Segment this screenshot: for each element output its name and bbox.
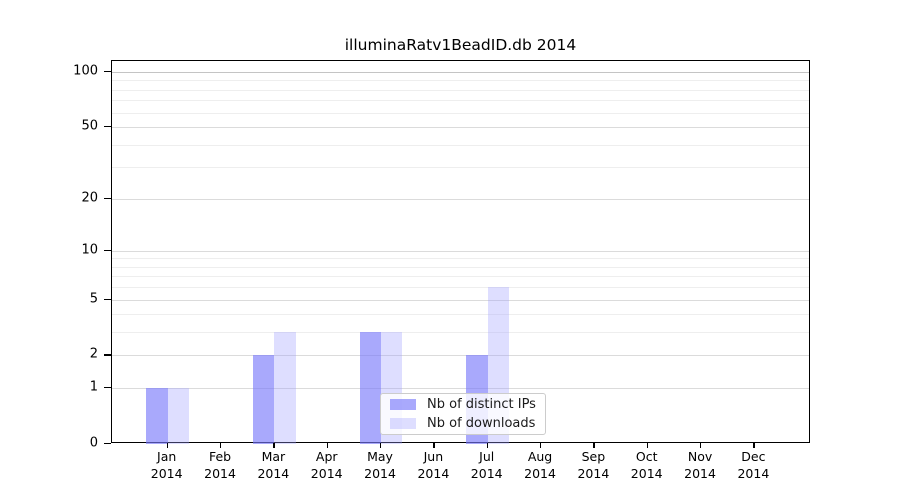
x-tick-mark [646,443,648,448]
y-tick-label: 20 [81,190,98,206]
minor-gridline [112,332,809,334]
legend: Nb of distinct IPs Nb of downloads [380,393,546,435]
x-tick-label: Sep 2014 [577,449,610,481]
y-tick-mark [104,387,111,389]
y-tick-mark [104,126,111,128]
major-gridline [112,71,809,73]
y-tick-label: 10 [81,242,98,258]
x-tick-label: Apr 2014 [310,449,343,481]
minor-gridline [112,167,809,169]
minor-gridline [112,112,809,114]
y-tick-mark [104,298,111,300]
x-tick-mark [326,443,328,448]
minor-gridline [112,314,809,316]
minor-gridline [112,89,809,91]
x-tick-mark [380,443,382,448]
x-tick-mark [433,443,435,448]
legend-row: Nb of downloads [390,416,536,431]
major-gridline [112,388,809,390]
bar-distinct-ips [253,355,275,444]
x-tick-mark [700,443,702,448]
major-gridline [112,198,809,200]
x-tick-label: Mar 2014 [257,449,290,481]
y-tick-label: 1 [89,379,98,395]
major-gridline [112,127,809,128]
x-tick-label: Dec 2014 [737,449,770,481]
x-tick-label: Aug 2014 [524,449,556,481]
chart-title: illuminaRatv1BeadID.db 2014 [344,36,577,54]
y-tick-mark [104,197,111,199]
bar-distinct-ips [146,388,168,444]
x-tick-label: May 2014 [364,449,396,481]
major-gridline [112,355,809,357]
y-tick-mark [104,354,111,356]
x-tick-mark [166,443,168,448]
y-tick-label: 5 [89,291,98,307]
x-tick-label: Jan 2014 [150,449,183,481]
minor-gridline [112,276,809,278]
x-tick-label: Jul 2014 [470,449,503,481]
major-gridline [112,299,809,301]
y-tick-label: 2 [89,346,98,362]
legend-swatch-downloads [390,418,416,429]
minor-gridline [112,100,809,102]
minor-gridline [112,266,809,268]
x-tick-mark [273,443,275,448]
x-tick-mark [540,443,542,448]
major-gridline [112,250,809,252]
y-tick-label: 50 [81,118,98,134]
x-tick-label: Feb 2014 [204,449,236,481]
x-tick-label: Nov 2014 [684,449,716,481]
minor-gridline [112,144,809,146]
x-tick-label: Jun 2014 [417,449,450,481]
y-tick-label: 100 [73,63,98,79]
legend-row: Nb of distinct IPs [390,397,536,412]
x-tick-mark [486,443,488,448]
legend-swatch-distinct-ips [390,399,416,410]
legend-label: Nb of distinct IPs [427,397,536,412]
x-tick-label: Oct 2014 [630,449,663,481]
x-tick-mark [593,443,595,448]
legend-label: Nb of downloads [427,416,536,431]
y-tick-mark [104,249,111,251]
minor-gridline [112,258,809,260]
bar-downloads [274,332,296,444]
plot-area [111,60,810,444]
x-tick-mark [753,443,755,448]
x-tick-mark [220,443,222,448]
y-tick-mark [104,443,111,445]
y-tick-label: 0 [89,435,98,451]
bar-distinct-ips [359,332,382,444]
minor-gridline [112,287,809,289]
bar-downloads [167,388,189,444]
y-tick-mark [104,70,111,73]
minor-gridline [112,80,809,82]
